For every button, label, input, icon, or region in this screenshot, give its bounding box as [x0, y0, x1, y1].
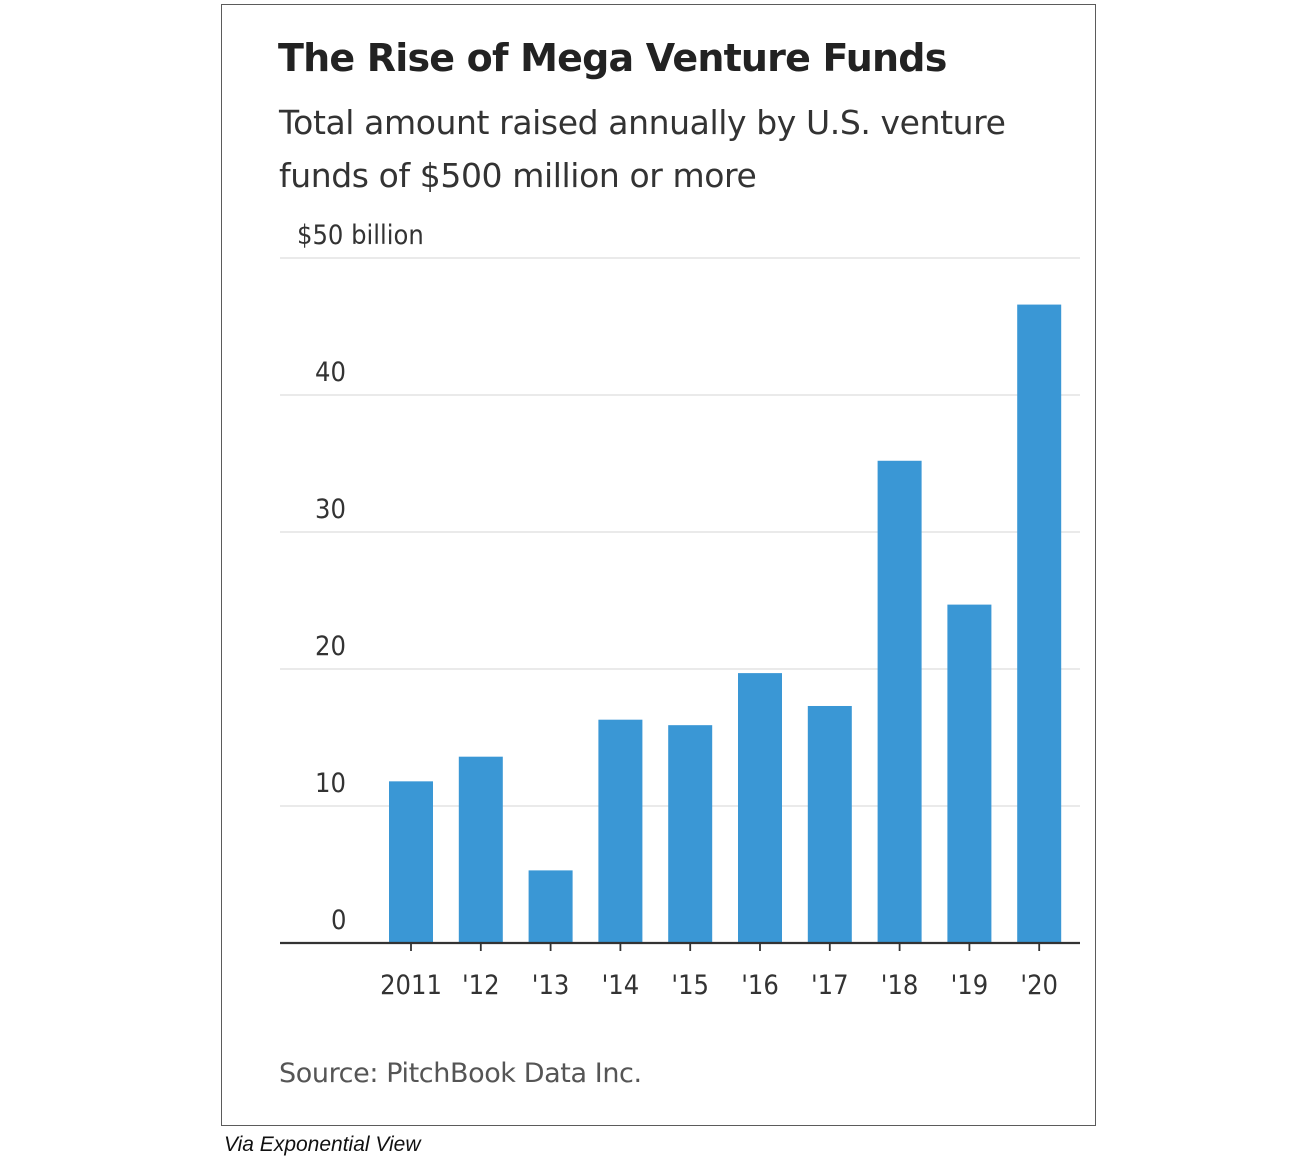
x-tick-label: '18 [881, 970, 919, 1001]
x-tick-label: '15 [671, 970, 709, 1001]
x-tick-label: '20 [1020, 970, 1058, 1001]
bar-17 [807, 705, 852, 943]
x-tick-label: '19 [951, 970, 989, 1001]
bar-14 [598, 719, 643, 943]
y-tick-label: 20 [315, 631, 346, 662]
bar-16 [738, 673, 782, 943]
chart-subtitle: Total amount raised annually by U.S. ven… [279, 103, 1006, 195]
chart-title: The Rise of Mega Venture Funds [278, 36, 947, 80]
y-tick-label: 30 [315, 494, 346, 525]
x-tick-label: '14 [602, 970, 640, 1001]
gridlines: 0 10 20 30 40 $50 billion [280, 220, 1080, 936]
bar-12 [458, 756, 503, 943]
bar-2011 [389, 781, 433, 943]
y-tick-label: 40 [315, 357, 346, 388]
x-tick-label: '16 [741, 970, 779, 1001]
bar-13 [528, 870, 573, 943]
y-tick-label: 10 [315, 768, 346, 799]
bars [389, 304, 1062, 944]
x-tick-label: '12 [462, 970, 500, 1001]
image-caption: Via Exponential View [224, 1133, 421, 1156]
bar-20 [1017, 304, 1062, 944]
x-tick-label: 2011 [380, 970, 442, 1001]
bar-15 [668, 725, 713, 943]
y-tick-label: $50 billion [297, 220, 424, 251]
x-axis: 2011 '12 '13 '14 '15 '16 '17 '18 '19 '20 [280, 941, 1080, 1001]
source-note: Source: PitchBook Data Inc. [279, 1058, 642, 1089]
bar-18 [877, 460, 922, 943]
x-tick-label: '13 [532, 970, 570, 1001]
bar-19 [947, 604, 992, 943]
y-tick-label: 0 [331, 905, 346, 936]
x-tick-label: '17 [811, 970, 849, 1001]
